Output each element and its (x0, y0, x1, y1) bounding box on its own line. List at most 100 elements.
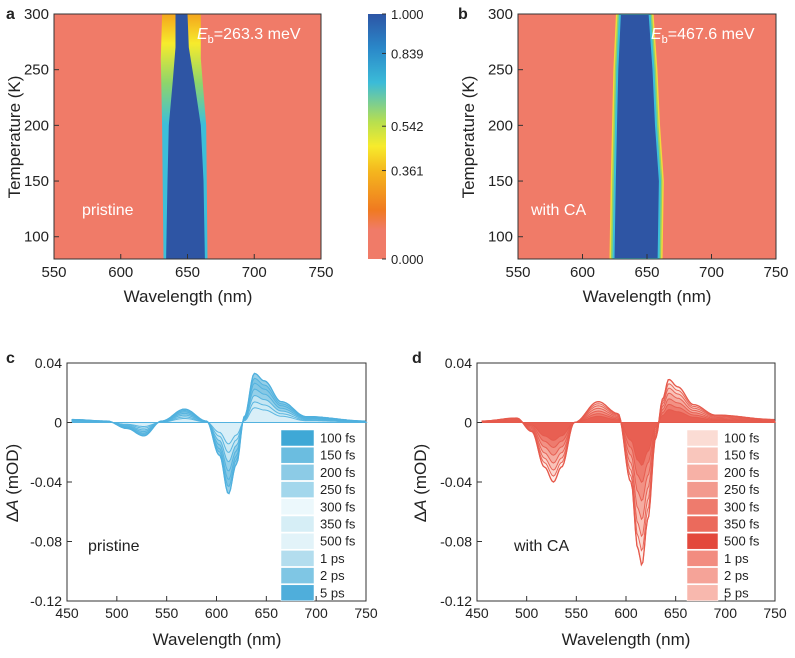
y-tick-label: 0.04 (445, 355, 472, 371)
legend-label: 150 fs (320, 448, 356, 463)
legend-label: 2 ps (320, 568, 345, 583)
colorbar-tick-label: 1.000 (391, 7, 424, 22)
x-axis-label-c: Wavelength (nm) (153, 630, 282, 649)
x-tick-label: 650 (664, 605, 688, 621)
y-tick-label: 300 (488, 6, 513, 23)
legend-label: 200 fs (724, 465, 760, 480)
legend-label: 250 fs (724, 482, 760, 497)
x-tick-label: 750 (763, 605, 787, 621)
x-axis-label-d: Wavelength (nm) (562, 630, 691, 649)
legend-label: 150 fs (724, 448, 760, 463)
y-tick-label: -0.08 (30, 534, 62, 550)
legend-swatch (280, 515, 315, 533)
panel-letter-a: a (6, 6, 15, 23)
y-tick-label: -0.12 (440, 593, 472, 609)
legend-label: 500 fs (724, 534, 760, 549)
y-tick-label: -0.08 (440, 534, 472, 550)
y-tick-label: 300 (24, 6, 49, 23)
y-label-var: A (411, 500, 430, 512)
legend-swatch (280, 532, 315, 550)
y-tick-label: 0 (464, 415, 472, 431)
legend-swatch (686, 515, 719, 533)
legend-swatch (686, 481, 719, 498)
heatmap-band-a (166, 14, 205, 259)
colorbar: 1.000 0.839 0.542 0.361 0.000 (368, 7, 424, 267)
legend-swatch (686, 446, 719, 464)
x-tick-label: 700 (699, 264, 724, 281)
x-tick-label: 650 (634, 264, 659, 281)
sample-label-c: pristine (88, 538, 140, 555)
legend-swatch (280, 429, 315, 447)
x-tick-label: 450 (465, 605, 489, 621)
legend-label: 5 ps (320, 585, 345, 600)
legend-swatch (280, 464, 315, 481)
sample-label-a: pristine (82, 202, 134, 219)
annotation-eb-a: Eb=263.3 meV (197, 26, 301, 46)
spectrum-curve-6 (481, 409, 777, 466)
colorbar-tick-label: 0.839 (391, 46, 424, 61)
legend-swatch (686, 567, 719, 584)
x-tick-label: 500 (105, 605, 129, 621)
legend-swatch (686, 550, 719, 567)
y-tick-label: 150 (24, 173, 49, 190)
legend-label: 350 fs (724, 517, 760, 532)
spectrum-curve-6 (71, 407, 367, 445)
x-tick-label: 600 (205, 605, 229, 621)
x-tick-label: 700 (242, 264, 267, 281)
annotation-eb-symbol: E (197, 26, 208, 43)
legend-label: 200 fs (320, 465, 356, 480)
x-tick-label: 500 (515, 605, 539, 621)
legend-swatch (280, 498, 315, 516)
x-tick-label: 650 (255, 605, 279, 621)
legend-label: 300 fs (320, 499, 356, 514)
legend-swatch (686, 429, 719, 447)
legend-label: 350 fs (320, 517, 356, 532)
legend-label: 500 fs (320, 534, 356, 549)
legend-swatch (280, 481, 315, 498)
annotation-eb-sub: b (208, 34, 214, 46)
annotation-eb-value: =467.6 meV (668, 26, 755, 43)
legend-swatch (686, 532, 719, 550)
heatmap-panel-a: 550 600 650 700 750 100 150 200 250 300 Eb=263.3… (5, 6, 334, 306)
x-axis-label-b: Wavelength (nm) (583, 287, 712, 306)
sample-label-d: with CA (513, 538, 569, 555)
y-tick-label: 0 (54, 415, 62, 431)
annotation-eb-value: =263.3 meV (214, 26, 301, 43)
legend-swatch (280, 446, 315, 464)
y-tick-label: -0.04 (30, 474, 62, 490)
legend-label: 100 fs (320, 431, 356, 446)
x-tick-label: 600 (614, 605, 638, 621)
x-tick-label: 450 (55, 605, 79, 621)
panel-letter-b: b (458, 6, 468, 23)
colorbar-tick-label: 0.542 (391, 119, 424, 134)
y-tick-label: -0.12 (30, 593, 62, 609)
y-axis-label-c: ΔA (mOD) (3, 444, 22, 522)
legend-label: 1 ps (724, 551, 749, 566)
panel-letter-c: c (6, 350, 15, 367)
y-tick-label: 0.04 (35, 355, 62, 371)
x-axis-label-a: Wavelength (nm) (124, 287, 253, 306)
colorbar-tick-label: 0.361 (391, 164, 424, 179)
x-tick-label: 750 (763, 264, 788, 281)
y-label-unit: (mOD) (3, 444, 22, 500)
legend-label: 1 ps (320, 551, 345, 566)
x-tick-label: 600 (570, 264, 595, 281)
legend-label: 300 fs (724, 499, 760, 514)
y-tick-label: -0.04 (440, 474, 472, 490)
annotation-eb-symbol: E (651, 26, 662, 43)
legend-swatch (686, 584, 719, 602)
x-tick-label: 600 (108, 264, 133, 281)
x-tick-label: 700 (714, 605, 738, 621)
x-tick-label: 550 (565, 605, 589, 621)
x-tick-label: 700 (304, 605, 328, 621)
legend-swatch (280, 567, 315, 584)
y-axis-label-a: Temperature (K) (5, 76, 24, 199)
legend-swatch (686, 464, 719, 481)
panel-letter-d: d (412, 350, 422, 367)
plot-frame-d (476, 362, 776, 602)
spectrum-envelope (482, 378, 774, 567)
heatmap-band-b (612, 14, 661, 259)
colorbar-gradient (368, 14, 386, 259)
legend-label: 5 ps (724, 585, 749, 600)
x-tick-label: 550 (41, 264, 66, 281)
